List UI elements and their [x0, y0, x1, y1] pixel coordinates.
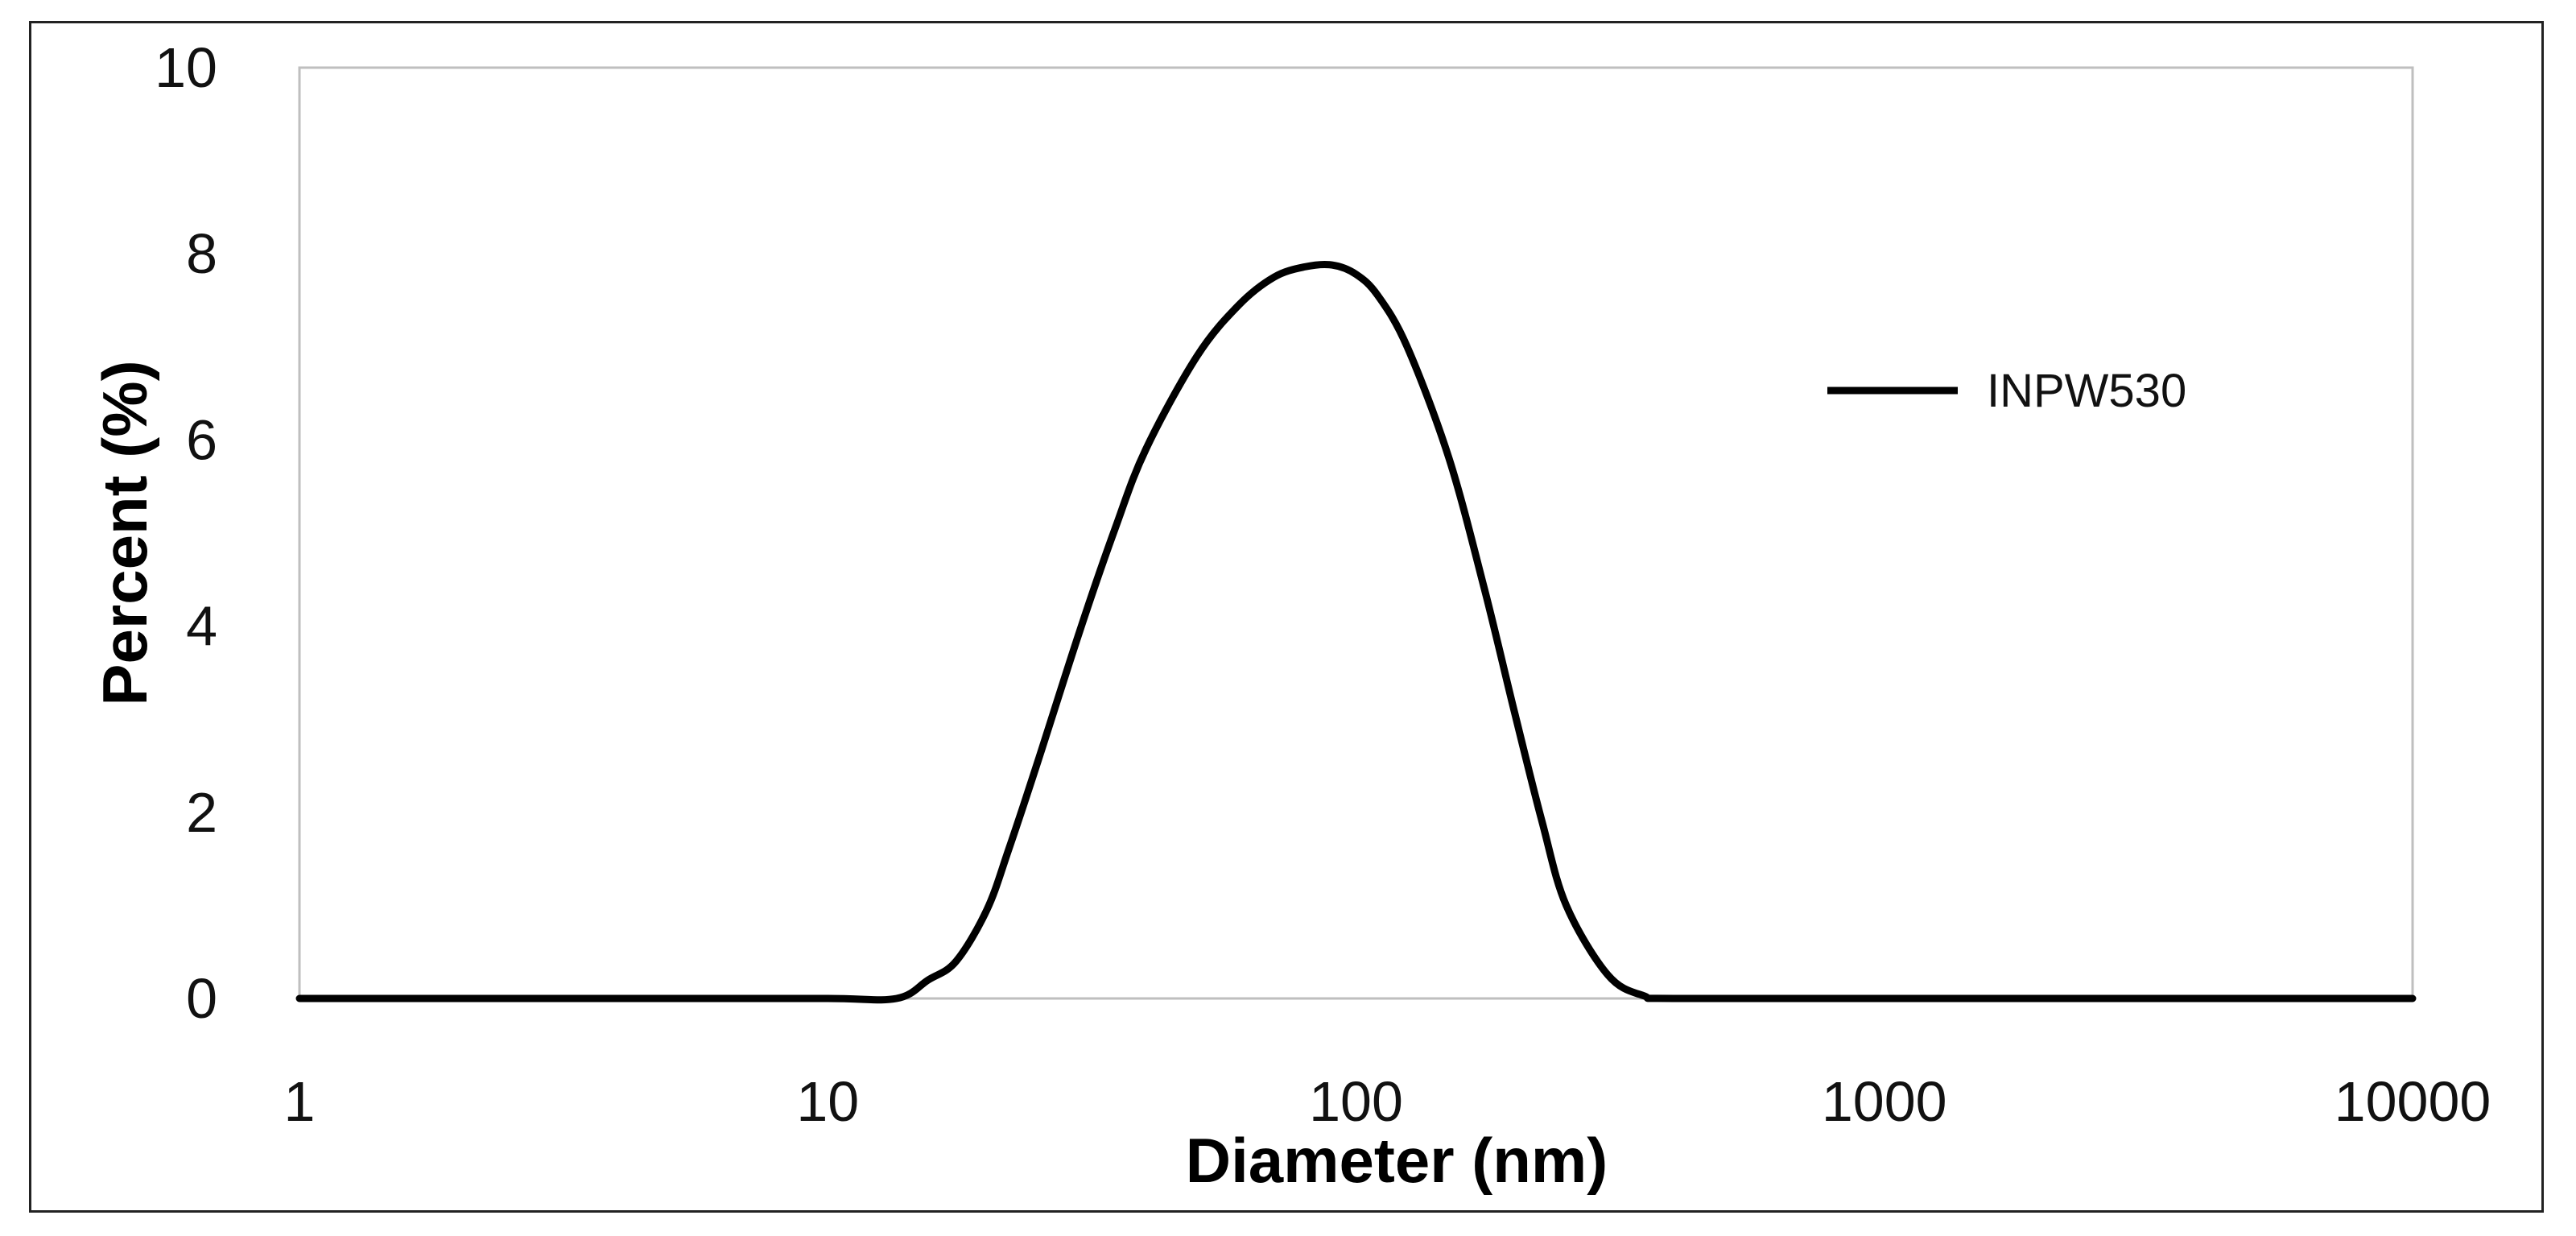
- y-tick-label: 6: [186, 408, 217, 471]
- x-tick-label: 1: [284, 1070, 316, 1133]
- x-tick-label: 1000: [1822, 1070, 1947, 1133]
- x-axis-title: Diameter (nm): [1186, 1125, 1608, 1196]
- series-layer: [295, 260, 2417, 1004]
- legend-label-inpw530: INPW530: [1987, 365, 2186, 417]
- x-tick-labels: 1 10 100 1000 10000: [284, 1070, 2491, 1133]
- y-tick-label: 4: [186, 595, 217, 658]
- x-tick-label: 10: [796, 1070, 859, 1133]
- x-tick-label: 10000: [2334, 1070, 2491, 1133]
- x-tick-label: 100: [1309, 1070, 1403, 1133]
- series-line-inpw530: [295, 260, 2417, 1004]
- y-tick-label: 10: [155, 36, 217, 99]
- y-tick-label: 8: [186, 222, 217, 285]
- legend: INPW530: [1827, 365, 2186, 417]
- y-tick-labels: 0 2 4 6 8 10: [155, 36, 217, 1030]
- y-tick-label: 2: [186, 781, 217, 844]
- plot-area: [298, 66, 2414, 1000]
- y-tick-label: 0: [186, 967, 217, 1030]
- y-axis-title: Percent (%): [89, 360, 160, 705]
